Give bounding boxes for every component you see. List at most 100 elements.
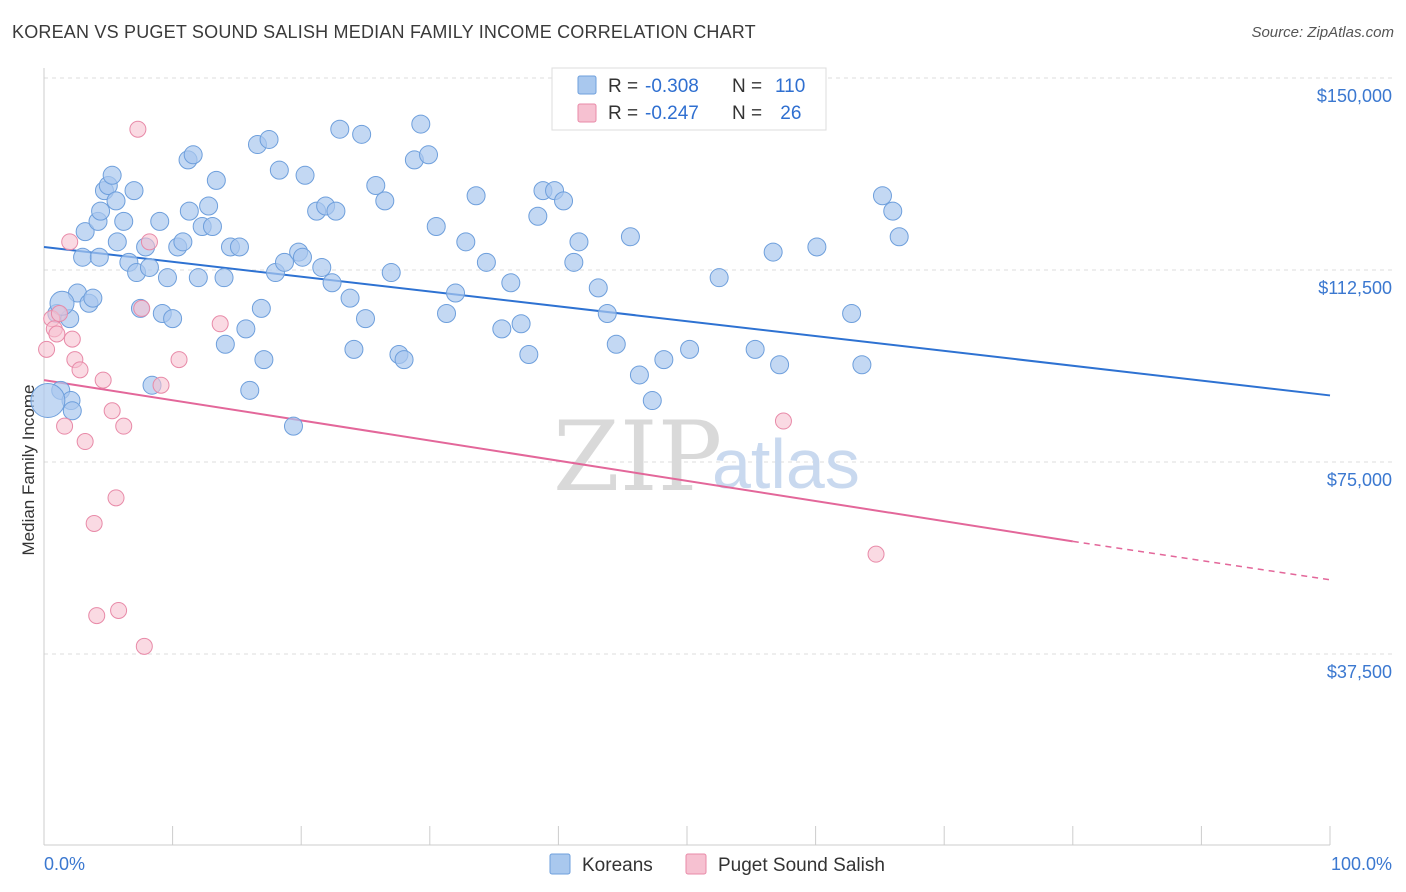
korean-point <box>106 191 126 211</box>
korean-point <box>883 201 903 221</box>
korean-point <box>381 263 401 283</box>
korean-point <box>91 201 111 221</box>
legend-salish-label: Puget Sound Salish <box>718 855 885 876</box>
korean-point <box>411 114 431 134</box>
korean-point <box>206 170 226 190</box>
korean-point <box>139 257 159 277</box>
salish-point <box>135 637 153 655</box>
salish-point <box>71 361 89 379</box>
korean-point <box>842 304 862 324</box>
korean-point <box>150 211 170 231</box>
salish-trend-line <box>43 379 1073 543</box>
korean-point <box>476 252 496 272</box>
korean-point <box>102 165 122 185</box>
korean-point <box>375 191 395 211</box>
korean-point <box>680 339 700 359</box>
korean-points <box>30 109 909 436</box>
korean-point <box>199 196 219 216</box>
korean-point <box>745 339 765 359</box>
source-label: Source: ZipAtlas.com <box>1251 24 1394 41</box>
korean-point <box>366 176 386 196</box>
stats-legend: R = -0.308 N = 110 R = -0.247 N = 26 <box>551 67 827 131</box>
salish-point <box>129 120 147 138</box>
korean-point <box>83 288 103 308</box>
chart-title: KOREAN VS PUGET SOUND SALISH MEDIAN FAMI… <box>12 22 756 42</box>
korean-point <box>283 416 303 436</box>
y-tick-label: $112,500 <box>1318 278 1392 298</box>
salish-point <box>94 371 112 389</box>
korean-point <box>157 268 177 288</box>
x-tick-label-max: 100.0% <box>1331 854 1392 874</box>
korean-point <box>340 288 360 308</box>
korean-point <box>274 252 294 272</box>
y-tick-label: $75,000 <box>1327 470 1392 490</box>
salish-point <box>867 545 885 563</box>
korean-point <box>629 365 649 385</box>
korean-point <box>107 232 127 252</box>
korean-point <box>89 247 109 267</box>
korean-point <box>62 401 82 421</box>
korean-point <box>114 211 134 231</box>
salish-point <box>211 315 229 333</box>
korean-point <box>236 319 256 339</box>
korean-point <box>852 355 872 375</box>
korean-point <box>322 273 342 293</box>
salish-r-value: -0.247 <box>645 103 699 124</box>
korean-point <box>606 334 626 354</box>
y-tick-labels: $37,500 $75,000 $112,500 $150,000 <box>1317 86 1392 682</box>
salish-swatch <box>577 103 597 123</box>
salish-point <box>88 607 106 625</box>
korean-point <box>426 216 446 236</box>
korean-point <box>254 350 274 370</box>
korean-point <box>763 242 783 262</box>
salish-point <box>76 433 94 451</box>
korean-point <box>564 252 584 272</box>
korean-point <box>519 344 539 364</box>
watermark: ZIP atlas <box>553 401 860 513</box>
korean-point <box>437 304 457 324</box>
korean-point <box>528 206 548 226</box>
korean-point <box>492 319 512 339</box>
x-tick-label-min: 0.0% <box>44 854 85 874</box>
salish-points <box>38 120 885 655</box>
salish-point <box>48 325 66 343</box>
gridlines <box>44 77 1392 655</box>
korean-point <box>588 278 608 298</box>
korean-point <box>554 191 574 211</box>
korean-point <box>75 222 95 242</box>
salish-n-value: 26 <box>775 103 801 124</box>
korean-point <box>394 350 414 370</box>
korean-point <box>163 309 183 329</box>
korean-point <box>872 186 892 206</box>
salish-point <box>110 601 128 619</box>
salish-point <box>152 376 170 394</box>
korean-point <box>73 247 93 267</box>
korean-n-value: 110 <box>775 76 805 97</box>
salish-point <box>85 514 103 532</box>
korean-point <box>642 391 662 411</box>
korean-point <box>269 160 289 180</box>
korean-point <box>597 304 617 324</box>
axes <box>43 68 1331 846</box>
watermark-atlas: atlas <box>712 425 860 503</box>
korean-point <box>215 334 235 354</box>
legend-salish-swatch <box>685 853 707 875</box>
stats-legend-box <box>551 67 827 131</box>
korean-point <box>251 298 271 318</box>
y-tick-label: $150,000 <box>1317 86 1392 106</box>
korean-point <box>352 124 372 144</box>
korean-point <box>654 350 674 370</box>
korean-point <box>214 268 234 288</box>
korean-point <box>124 181 144 201</box>
korean-point <box>240 380 260 400</box>
korean-point <box>312 257 332 277</box>
korean-r-label: R = <box>608 76 638 97</box>
korean-trend-line <box>43 245 1331 397</box>
korean-point <box>511 314 531 334</box>
korean-point <box>229 237 249 257</box>
salish-trend-extension <box>1072 540 1331 581</box>
korean-point <box>466 186 486 206</box>
salish-n-label: N = <box>732 103 762 124</box>
salish-point <box>774 412 792 430</box>
